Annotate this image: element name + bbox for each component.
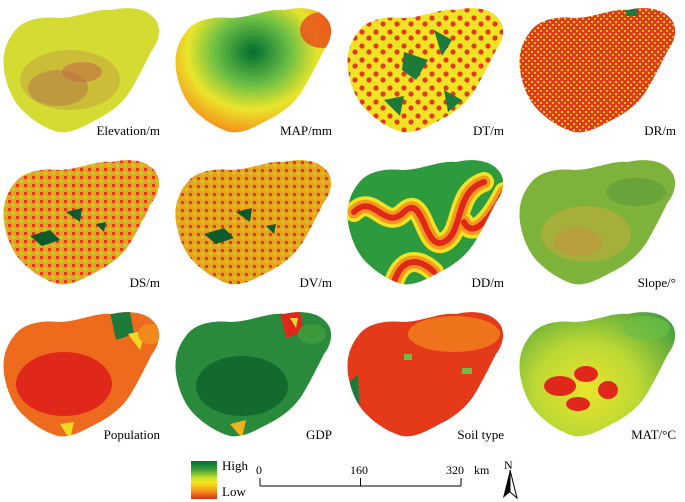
panel-label: DT/m [472,123,504,138]
scale-tick-0: 0 [256,463,262,477]
panel-label: GDP [305,427,332,442]
scale-bar [259,478,462,487]
panel-label: Slope/° [637,275,676,290]
panel-label: DD/m [471,275,505,290]
panel-label: DR/m [644,123,676,138]
scale-tick-320: 320 [446,463,464,477]
map-soil-type [347,312,504,437]
map-elevation [3,8,160,133]
map-panel-elevation: Elevation/m [0,0,168,148]
map-panel-dv: DV/m [172,152,340,300]
map-panel-dr: DR/m [516,0,684,148]
map-panel-mat: MAT/°C [516,304,684,452]
map-map-mm [175,8,332,133]
panel-label: Soil type [457,427,504,442]
panel-label: Elevation/m [96,123,160,138]
map-panel-map: MAP/mm [172,0,340,148]
map-panel-slope: Slope/° [516,152,684,300]
map-population [3,312,160,437]
north-letter: N [504,458,513,472]
map-dr [519,8,676,133]
scale-unit: km [474,463,490,477]
map-slope [519,160,676,285]
map-gdp [175,312,332,437]
legend-high-label: High [222,458,248,473]
map-panel-soil-type: Soil type [344,304,512,452]
panel-label: DV/m [299,275,333,290]
panel-label: DS/m [129,275,160,290]
map-ds [3,160,160,285]
panel-label: MAT/°C [631,427,676,442]
map-mat [519,312,676,437]
panel-label: MAP/mm [279,123,332,138]
map-panel-ds: DS/m [0,152,168,300]
map-panel-gdp: GDP [172,304,340,452]
map-panel-dt: DT/m [344,0,512,148]
map-panel-population: Population [0,304,168,452]
map-dt [347,8,504,133]
legend-low-label: Low [222,484,246,499]
map-dv [175,160,332,285]
panel-label: Population [103,427,160,442]
map-panel-dd: DD/m [344,152,512,300]
color-legend-bar [191,461,217,499]
scale-tick-160: 160 [350,463,368,477]
north-arrow-icon: N [500,458,520,500]
map-dd [347,160,504,285]
